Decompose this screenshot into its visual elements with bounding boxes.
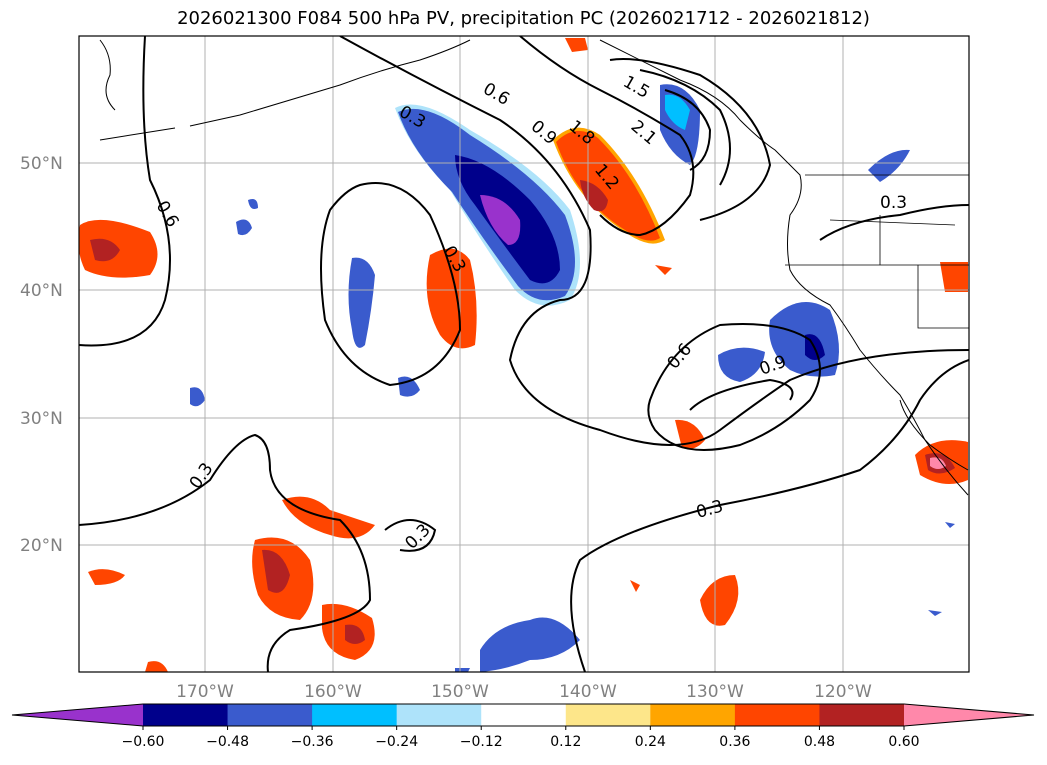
colorbar-ticks: −0.60 −0.48 −0.36 −0.24 −0.12 0.12 0.24 0.36 0.4…	[122, 726, 920, 750]
positive-precip-region	[88, 569, 125, 585]
lat-tick-label: 40°N	[20, 281, 63, 301]
negative-precip-region	[236, 219, 252, 236]
colorbar-tick-label: −0.24	[375, 734, 418, 750]
contour-label: 0.6	[480, 79, 513, 110]
pv-contours	[79, 36, 969, 672]
colorbar-tick-label: 0.24	[635, 734, 666, 750]
contour-label: 1.5	[620, 72, 653, 103]
lon-labels: 170°W 160°W 150°W 140°W 130°W 120°W	[176, 682, 872, 702]
contour-label: 0.6	[152, 198, 183, 231]
contour-label: 0.6	[664, 340, 697, 374]
colorbar-segment	[565, 704, 651, 726]
negative-precip-region	[665, 94, 690, 130]
positive-precip-core	[262, 549, 290, 593]
positive-precip-max	[930, 457, 946, 469]
contour-label: 0.3	[880, 193, 907, 213]
lat-labels: 50°N 40°N 30°N 20°N	[20, 154, 63, 556]
colorbar-tick-label: −0.48	[206, 734, 249, 750]
contour-label: 0.3	[694, 497, 725, 523]
colorbar-segment	[396, 704, 482, 726]
positive-precip-region	[940, 262, 968, 292]
coastlines	[99, 39, 969, 496]
negative-precip-region	[248, 199, 258, 209]
lat-tick-label: 20°N	[20, 536, 63, 556]
map-content	[79, 36, 969, 672]
colorbar-tick-label: 0.48	[804, 734, 835, 750]
lon-tick-label: 150°W	[431, 682, 489, 702]
positive-precip-region	[655, 265, 672, 275]
map-frame	[78, 35, 970, 673]
positive-precip-core	[345, 624, 365, 644]
colorbar-tick-label: −0.12	[460, 734, 503, 750]
lon-tick-label: 140°W	[559, 682, 617, 702]
gridlines	[79, 36, 969, 672]
colorbar-segment	[481, 704, 567, 726]
negative-precip-region	[718, 347, 765, 382]
colorbar-segment	[227, 704, 313, 726]
lat-tick-label: 30°N	[20, 409, 63, 429]
colorbar-segment	[734, 704, 820, 726]
colorbar-tick-label: 0.60	[888, 734, 919, 750]
colorbar-extend-high	[904, 704, 1034, 726]
lat-tick-label: 50°N	[20, 154, 63, 174]
colorbar-segment	[819, 704, 905, 726]
negative-precip-region	[398, 376, 420, 397]
positive-precip-core	[90, 238, 120, 262]
colorbar-tick-label: −0.36	[291, 734, 334, 750]
positive-precip-region	[700, 575, 739, 626]
lon-tick-label: 120°W	[814, 682, 872, 702]
colorbar-segment	[312, 704, 398, 726]
contour-label: 2.1	[627, 117, 661, 150]
colorbar	[11, 703, 1035, 727]
colorbar-segment	[143, 704, 229, 726]
precip-fills	[79, 38, 968, 672]
lon-tick-label: 160°W	[304, 682, 362, 702]
colorbar-tick-label: 0.36	[719, 734, 750, 750]
negative-precip-region	[348, 257, 375, 348]
positive-precip-region	[426, 248, 477, 349]
positive-precip-region	[630, 580, 640, 592]
negative-precip-region	[868, 149, 910, 182]
borders	[785, 174, 969, 329]
colorbar-tick-label: 0.12	[550, 734, 581, 750]
lon-tick-label: 170°W	[176, 682, 234, 702]
negative-precip-region	[480, 617, 580, 672]
positive-precip-region	[556, 130, 660, 241]
negative-precip-region	[190, 387, 205, 407]
positive-precip-region	[145, 661, 168, 672]
colorbar-segment	[650, 704, 736, 726]
colorbar-tick-label: −0.60	[122, 734, 165, 750]
lon-tick-label: 130°W	[686, 682, 744, 702]
negative-precip-max	[480, 195, 521, 245]
contour-label: 0.3	[186, 459, 218, 493]
negative-precip-region	[769, 302, 839, 377]
positive-precip-region	[565, 38, 588, 52]
negative-precip-region	[928, 610, 942, 616]
colorbar-extend-low	[12, 704, 143, 726]
negative-precip-region	[945, 522, 955, 528]
negative-precip-region	[455, 668, 470, 672]
positive-precip-core	[580, 180, 608, 212]
map-title: 2026021300 F084 500 hPa PV, precipitatio…	[177, 8, 870, 29]
